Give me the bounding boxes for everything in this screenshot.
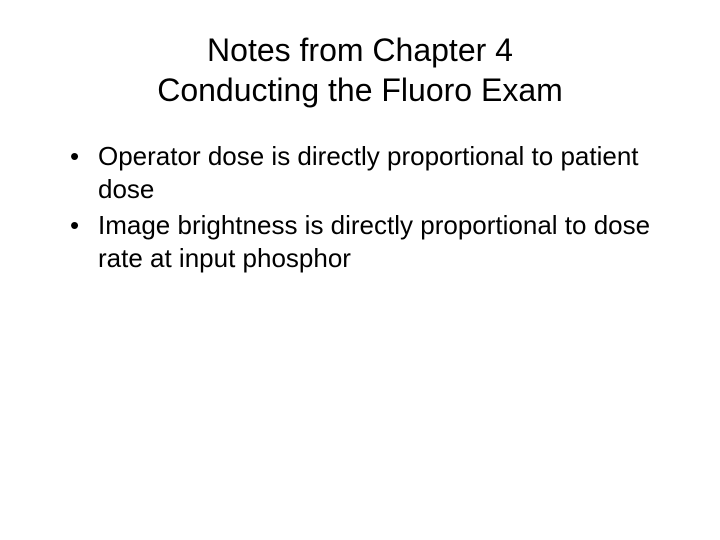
slide-title-block: Notes from Chapter 4 Conducting the Fluo… [40, 30, 680, 110]
title-line-1: Notes from Chapter 4 [40, 30, 680, 70]
list-item: Image brightness is directly proportiona… [70, 209, 680, 274]
bullet-list: Operator dose is directly proportional t… [40, 140, 680, 274]
list-item: Operator dose is directly proportional t… [70, 140, 680, 205]
title-line-2: Conducting the Fluoro Exam [40, 70, 680, 110]
